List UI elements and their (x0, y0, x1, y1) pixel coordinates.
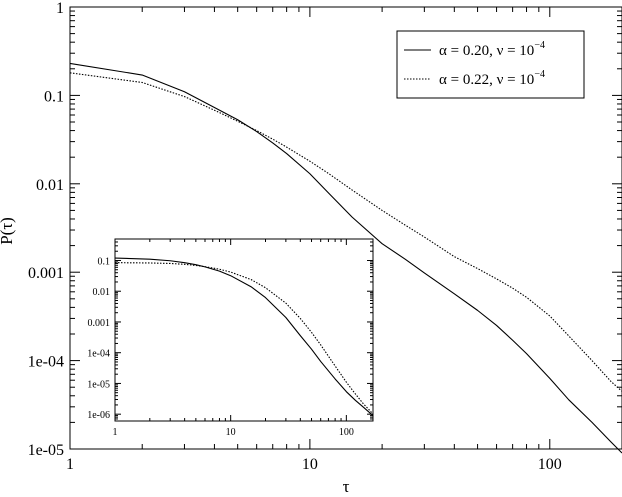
main-series-solid-line (69, 62, 622, 454)
main-y-tick-label: 1e-05 (28, 442, 64, 459)
main-y-axis-title: P(τ) (0, 217, 16, 245)
legend-label-1: α = 0.20, ν = 10−4 (439, 40, 545, 59)
inset-chart: 1 10 100 0.1 0.01 0.001 1e-04 1e-05 1e-06 (87, 238, 374, 438)
inset-series (114, 257, 374, 417)
main-x-tick-label: 1 (66, 456, 74, 473)
main-series (69, 62, 622, 454)
inset-y-tick-label: 1e-04 (87, 349, 110, 360)
main-x-axis-title: τ (343, 477, 350, 496)
main-y-tick-label: 0.01 (36, 177, 64, 194)
main-series-dotted-line (69, 72, 622, 392)
inset-x-tick-label: 10 (226, 427, 236, 438)
legend-box (396, 30, 585, 99)
main-y-tick-label: 1e-04 (28, 354, 64, 371)
inset-y-tick-label: 0.01 (93, 287, 111, 298)
inset-series-solid-line (114, 257, 374, 417)
inset-y-tick-label: 1e-06 (87, 410, 110, 421)
legend-label-2: α = 0.22, ν = 10−4 (439, 69, 545, 88)
inset-background (115, 239, 373, 421)
main-plot-frame (69, 6, 622, 450)
main-ticks: 1 10 100 1 0.1 0.01 0.001 1e-04 1e-05 (28, 0, 622, 473)
main-y-tick-label: 0.1 (44, 88, 64, 105)
main-y-tick-label: 1 (56, 0, 64, 17)
inset-plot-frame (114, 238, 374, 422)
inset-y-tick-label: 1e-05 (87, 379, 110, 390)
legend: α = 0.20, ν = 10−4 α = 0.22, ν = 10−4 (396, 30, 585, 99)
main-y-tick-label: 0.001 (28, 265, 64, 282)
inset-y-tick-label: 0.001 (88, 318, 111, 329)
main-x-tick-label: 100 (538, 456, 562, 473)
inset-y-tick-label: 0.1 (98, 256, 111, 267)
inset-x-tick-label: 1 (113, 427, 118, 438)
inset-ticks: 1 10 100 0.1 0.01 0.001 1e-04 1e-05 1e-06 (87, 238, 373, 438)
inset-x-tick-label: 100 (339, 427, 354, 438)
main-x-tick-label: 10 (302, 456, 318, 473)
